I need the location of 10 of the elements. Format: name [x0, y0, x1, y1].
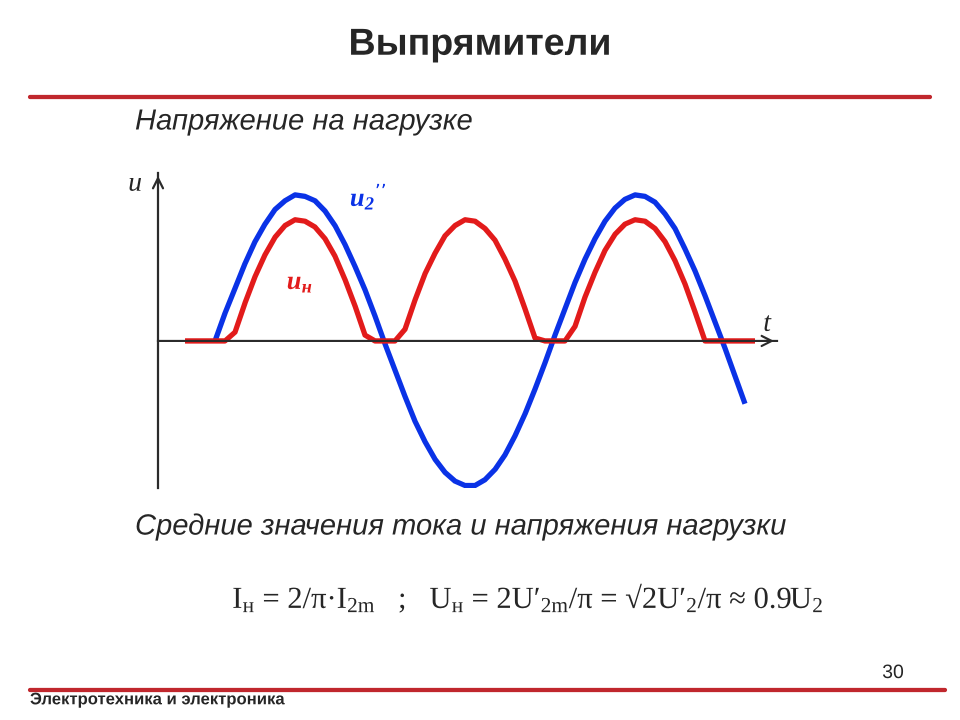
chart-title: Выпрямители — [351, 28, 609, 62]
series-label: u$_{н}$ — [288, 276, 312, 293]
x-axis-title: t — [764, 315, 772, 332]
series-label: u$_{2}$$^{’’}$ — [350, 184, 385, 210]
text: I$_{н}$ = 2/π·I$_{2m}$ ; U$_{н}$ = 2U′$_{2m}$/π = √2U′$_{2}$/π ≈ 0.9U$_{2}$ — [233, 584, 822, 613]
text: Средние значения тока и напряжения нагрузки — [136, 513, 786, 541]
text: Электротехника и электроника — [30, 692, 285, 708]
y-axis-title: u — [130, 178, 142, 192]
chart-subtitle: Напряжение на нагрузке — [136, 109, 472, 136]
text: 30 — [882, 664, 904, 678]
